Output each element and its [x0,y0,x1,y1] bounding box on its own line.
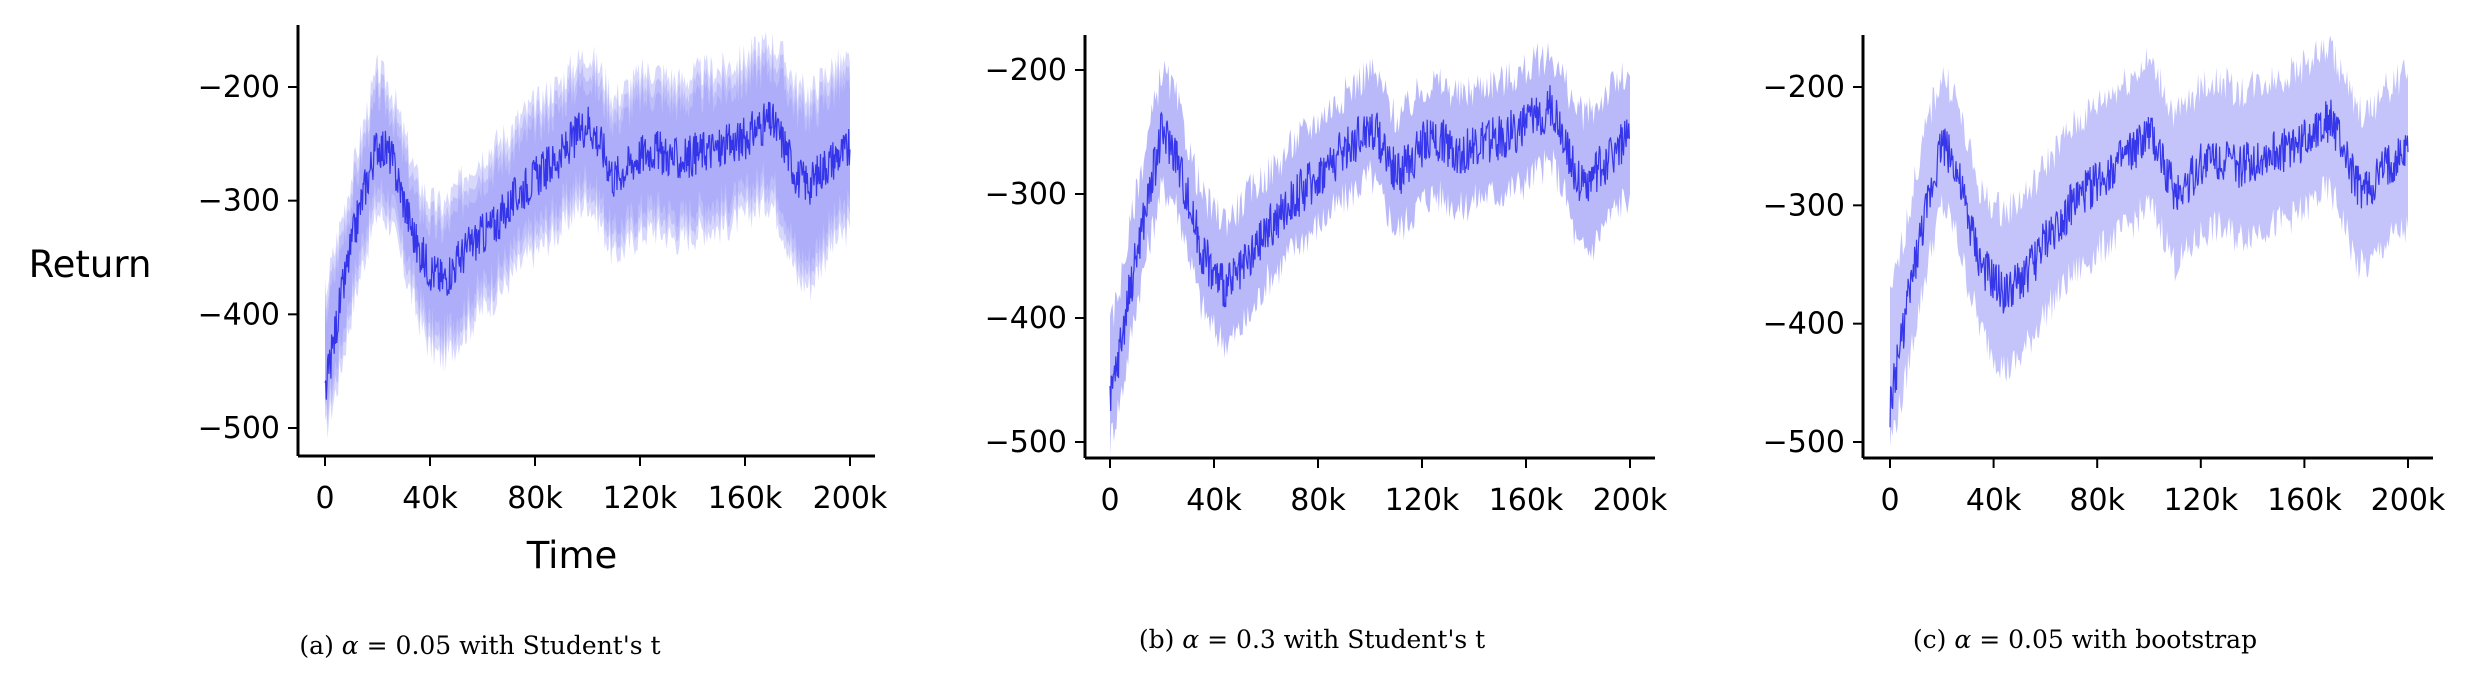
y-tick-label: −400 [1763,307,1845,342]
series-line [324,101,851,400]
subplot-a: −500 −400 −300 −200 0 40k 80k 120k 160k 200k (a) … [198,25,888,660]
x-tick-label: 0 [1100,483,1119,518]
mean-return-line [1109,85,1630,412]
mean-return-line [1889,99,2409,428]
caption-symbol: α [1954,625,1971,654]
x-tick-label: 80k [2069,483,2125,518]
y-tick-label: −300 [198,184,280,219]
subplot-c: −500 −400 −300 −200 0 40k 80k 120k 160k 200k (c) … [1763,35,2446,654]
caption-text: = 0.3 with Student's t [1207,625,1485,654]
y-tick-label: −400 [985,301,1067,336]
caption-label: (c) [1913,625,1947,654]
x-tick-label: 80k [507,481,563,516]
caption: (c) α = 0.05 with bootstrap [1913,625,2257,654]
axes: −500 −400 −300 −200 0 40k 80k 120k 160k 200k [985,35,1668,518]
y-tick-label: −400 [198,297,280,332]
y-tick-label: −300 [985,177,1067,212]
mean-return-line [324,101,851,400]
caption-label: (a) [299,631,333,660]
subplot-b: −500 −400 −300 −200 0 40k 80k 120k 160k 200k (b) … [985,35,1668,654]
caption: (b) α = 0.3 with Student's t [1139,625,1485,654]
caption: (a) α = 0.05 with Student's t [299,631,660,660]
x-tick-label: 200k [1593,483,1668,518]
x-axis-title: Time [526,534,618,577]
caption-label: (b) [1139,625,1175,654]
caption-symbol: α [342,631,359,660]
caption-text: = 0.05 with Student's t [367,631,661,660]
x-tick-label: 40k [402,481,458,516]
confidence-band-area [1890,35,2408,447]
caption-symbol: α [1182,625,1199,654]
x-tick-label: 200k [2371,483,2446,518]
x-tick-label: 40k [1186,483,1242,518]
x-tick-label: 120k [1385,483,1460,518]
x-tick-label: 40k [1966,483,2022,518]
y-tick-label: −200 [198,70,280,105]
series-line [1889,99,2409,428]
confidence-band [325,31,850,439]
x-tick-label: 80k [1290,483,1346,518]
y-tick-label: −200 [1763,70,1845,105]
confidence-band [1890,35,2408,447]
y-tick-label: −500 [985,425,1067,460]
y-tick-label: −500 [1763,425,1845,460]
x-tick-label: 0 [315,481,334,516]
x-tick-label: 160k [708,481,783,516]
y-tick-label: −500 [198,411,280,446]
axes: −500 −400 −300 −200 0 40k 80k 120k 160k 200k [1763,35,2446,518]
x-tick-label: 0 [1880,483,1899,518]
y-tick-label: −300 [1763,188,1845,223]
x-tick-label: 120k [603,481,678,516]
y-tick-label: −200 [985,53,1067,88]
caption-text: = 0.05 with bootstrap [1979,625,2257,654]
x-tick-label: 200k [813,481,888,516]
x-tick-label: 120k [2163,483,2238,518]
y-axis-title: Return [29,243,152,286]
x-tick-label: 160k [2267,483,2342,518]
axes: −500 −400 −300 −200 0 40k 80k 120k 160k 200k [198,25,888,516]
x-tick-label: 160k [1489,483,1564,518]
series-line [1109,85,1630,412]
